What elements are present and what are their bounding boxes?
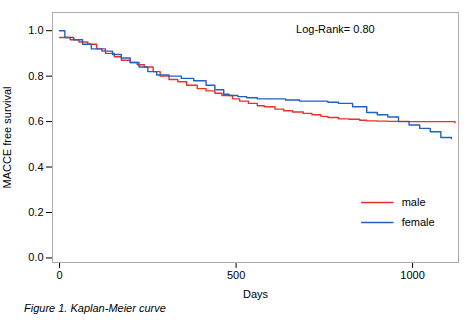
- svg-text:0.2: 0.2: [28, 206, 43, 218]
- svg-text:male: male: [402, 196, 426, 208]
- svg-text:0: 0: [56, 269, 62, 281]
- svg-text:0.0: 0.0: [28, 251, 43, 263]
- svg-text:0.4: 0.4: [28, 161, 43, 173]
- svg-text:1.0: 1.0: [28, 24, 43, 36]
- html-text:Figure 1. Kaplan-Meier curve: Figure 1. Kaplan-Meier curve: [24, 302, 166, 314]
- svg-text:0.8: 0.8: [28, 70, 43, 82]
- svg-text:1000: 1000: [400, 269, 424, 281]
- svg-text:female: female: [402, 216, 435, 228]
- svg-text:0.6: 0.6: [28, 115, 43, 127]
- svg-text:Days: Days: [243, 288, 269, 300]
- svg-text:MACCE free survival: MACCE free survival: [1, 86, 13, 188]
- svg-text:500: 500: [227, 269, 245, 281]
- svg-text:Log-Rank= 0.80: Log-Rank= 0.80: [296, 23, 375, 35]
